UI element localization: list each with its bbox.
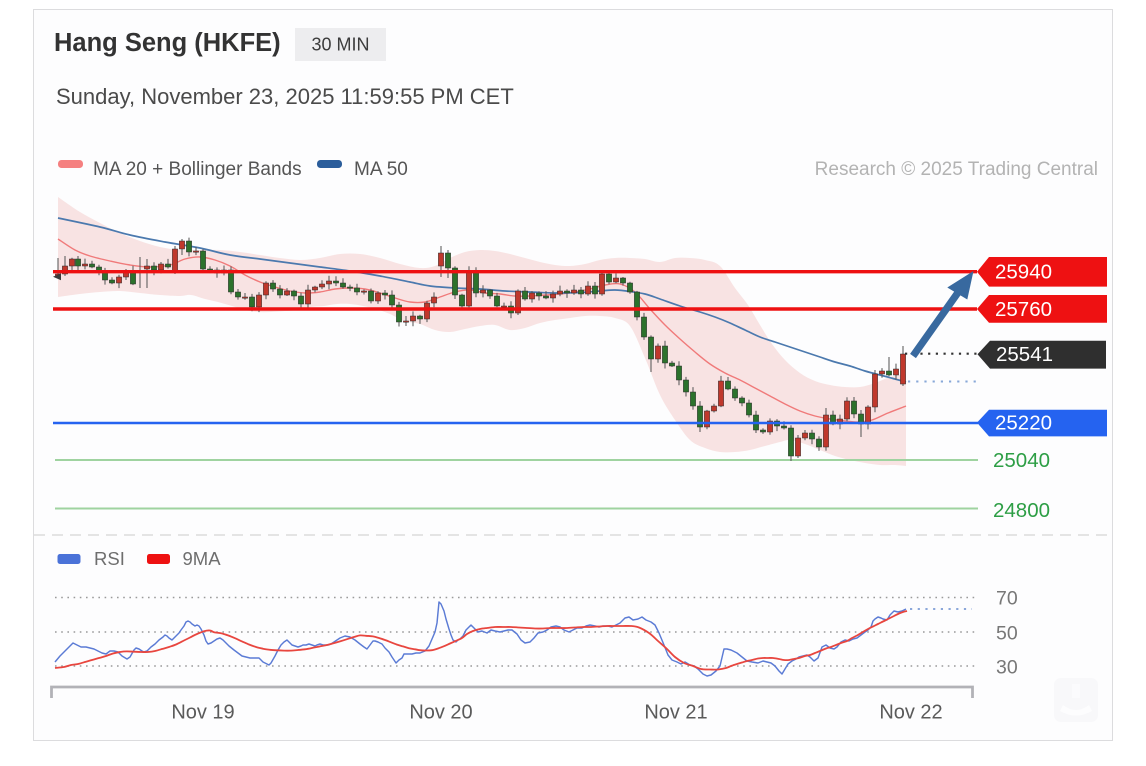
svg-text:25940: 25940 — [995, 261, 1052, 284]
svg-text:MA 20 + Bollinger Bands: MA 20 + Bollinger Bands — [93, 159, 302, 180]
svg-text:Nov 22: Nov 22 — [879, 702, 942, 724]
svg-text:25541: 25541 — [996, 343, 1053, 366]
svg-text:Sunday, November 23, 2025 11:5: Sunday, November 23, 2025 11:59:55 PM CE… — [56, 84, 514, 109]
svg-text:30 MIN: 30 MIN — [311, 35, 369, 55]
svg-text:MA 50: MA 50 — [354, 159, 408, 180]
svg-text:25220: 25220 — [995, 412, 1052, 435]
svg-text:24800: 24800 — [993, 499, 1050, 522]
svg-text:RSI: RSI — [94, 548, 125, 569]
svg-text:30: 30 — [996, 657, 1018, 679]
svg-text:25760: 25760 — [995, 298, 1052, 321]
svg-text:9MA: 9MA — [183, 548, 222, 569]
svg-text:70: 70 — [996, 588, 1018, 610]
svg-text:Nov 19: Nov 19 — [171, 702, 234, 724]
svg-text:Nov 21: Nov 21 — [644, 702, 707, 724]
svg-text:Research © 2025 Trading Centra: Research © 2025 Trading Central — [815, 159, 1098, 180]
svg-text:25040: 25040 — [993, 449, 1050, 472]
svg-text:Hang Seng (HKFE): Hang Seng (HKFE) — [54, 29, 281, 57]
svg-text:Nov 20: Nov 20 — [409, 702, 472, 724]
svg-text:50: 50 — [996, 623, 1018, 645]
